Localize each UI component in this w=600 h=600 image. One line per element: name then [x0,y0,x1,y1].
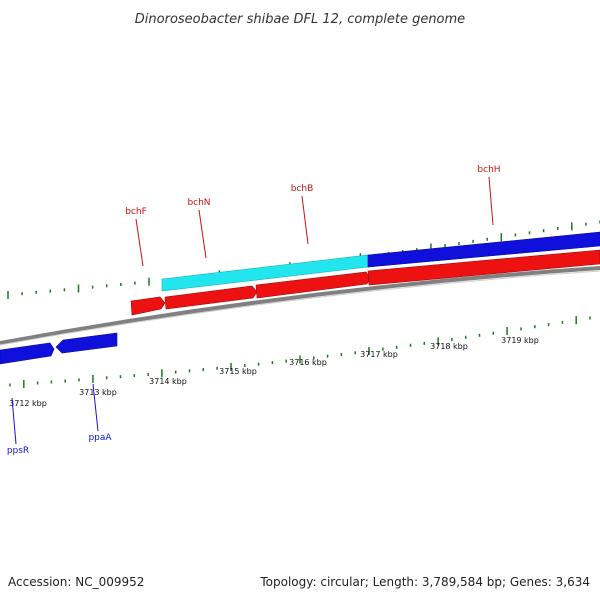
scale-label: 3719 kbp [501,336,539,345]
gene-leader-line [198,209,207,259]
gene-leader-line [488,176,494,226]
reverse-gene-bchF [130,296,166,316]
scale-label: 3717 kbp [360,350,398,359]
gene-label-bchH[interactable]: bchH [477,165,500,175]
scale-label: 3714 kbp [149,377,187,386]
scale-label: 3712 kbp [9,399,47,408]
forward-gene-ppsR [0,342,55,365]
map-title: Dinoroseobacter shibae DFL 12, complete … [135,12,465,27]
gene-leader-line [11,397,17,445]
gene-label-ppaA[interactable]: ppaA [88,433,112,443]
scale-label: 3713 kbp [79,388,117,397]
scale-labels: 3712 kbp 3713 kbp 3714 kbp 3715 kbp 3716 kbp… [9,336,539,408]
gene-labels: ppsR ppaA bchF bchN bchB bchH [7,165,501,456]
gene-label-ppsR[interactable]: ppsR [7,446,29,456]
inner-tick-ring [9,316,591,388]
forward-gene-ppaA [55,332,118,354]
gene-leader-line [135,218,144,267]
reverse-gene-bchN [164,285,258,310]
gene-leader-line [92,383,99,432]
feature-ring [0,231,600,365]
scale-label: 3718 kbp [430,342,468,351]
gene-label-bchN[interactable]: bchN [187,198,210,208]
scale-label: 3716 kbp [289,358,327,367]
accession-label: Accession: NC_009952 [8,575,144,589]
genome-summary: Topology: circular; Length: 3,789,584 bp… [259,575,590,589]
reverse-gene-bchH [367,249,600,286]
genome-backbone-shadow [0,270,600,346]
gene-label-bchF[interactable]: bchF [125,207,147,217]
scale-label: 3715 kbp [219,367,257,376]
gene-label-bchB[interactable]: bchB [291,184,314,194]
genome-backbone [0,266,600,345]
gene-leader-line [301,195,309,245]
forward-feature-band [367,231,600,268]
